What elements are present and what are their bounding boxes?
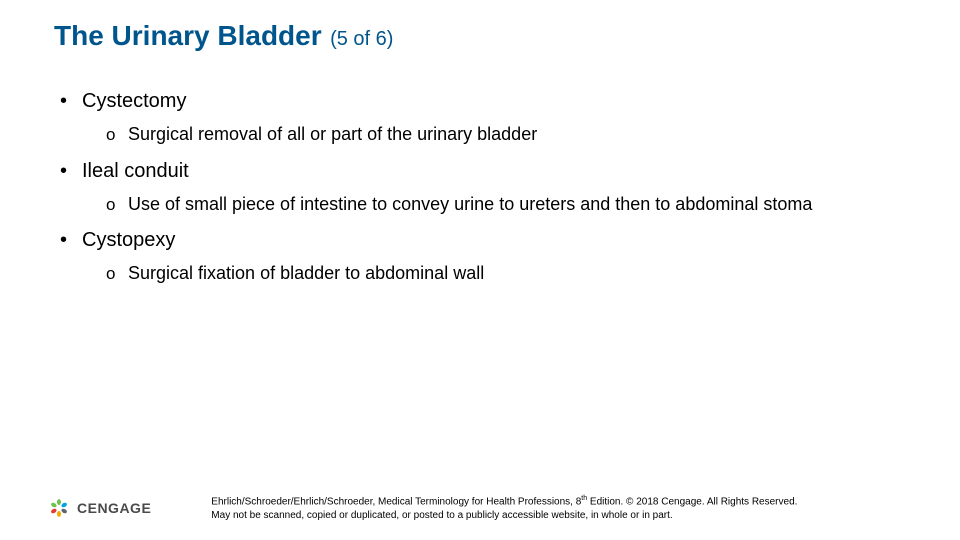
sub-marker: o: [106, 264, 128, 284]
list-item: • Ileal conduit o Use of small piece of …: [60, 160, 920, 216]
sub-text: Surgical fixation of bladder to abdomina…: [128, 262, 484, 285]
bullet-label: Cystectomy: [82, 90, 186, 113]
sub-item: o Use of small piece of intestine to con…: [106, 193, 920, 216]
sub-list: o Surgical removal of all or part of the…: [106, 123, 920, 146]
sub-marker: o: [106, 125, 128, 145]
sub-text: Use of small piece of intestine to conve…: [128, 193, 812, 216]
copyright-text: Ehrlich/Schroeder/Ehrlich/Schroeder, Med…: [211, 494, 797, 522]
bullet-marker: •: [60, 91, 82, 111]
footer: CENGAGE Ehrlich/Schroeder/Ehrlich/Schroe…: [48, 494, 940, 522]
bullet-marker: •: [60, 161, 82, 181]
bullet-marker: •: [60, 230, 82, 250]
bullet-label: Ileal conduit: [82, 160, 189, 183]
list-item: • Cystectomy o Surgical removal of all o…: [60, 90, 920, 146]
list-item: • Cystopexy o Surgical fixation of bladd…: [60, 229, 920, 285]
brand-name: CENGAGE: [77, 500, 151, 516]
sub-item: o Surgical fixation of bladder to abdomi…: [106, 262, 920, 285]
sub-list: o Use of small piece of intestine to con…: [106, 193, 920, 216]
copyright-line1-post: Edition. © 2018 Cengage. All Rights Rese…: [587, 496, 797, 507]
copyright-line1-pre: Ehrlich/Schroeder/Ehrlich/Schroeder, Med…: [211, 496, 581, 507]
sub-marker: o: [106, 195, 128, 215]
sub-list: o Surgical fixation of bladder to abdomi…: [106, 262, 920, 285]
sub-text: Surgical removal of all or part of the u…: [128, 123, 537, 146]
bullet-list: • Cystectomy o Surgical removal of all o…: [60, 90, 920, 285]
title-main: The Urinary Bladder: [54, 20, 322, 51]
slide: The Urinary Bladder (5 of 6) • Cystectom…: [0, 0, 960, 540]
bullet-label: Cystopexy: [82, 229, 175, 252]
slide-title: The Urinary Bladder (5 of 6): [54, 20, 393, 52]
content-area: • Cystectomy o Surgical removal of all o…: [60, 90, 920, 299]
copyright-line2: May not be scanned, copied or duplicated…: [211, 510, 672, 521]
title-suffix: (5 of 6): [330, 28, 393, 50]
brand-logo: CENGAGE: [48, 497, 151, 519]
sub-item: o Surgical removal of all or part of the…: [106, 123, 920, 146]
logo-mark-icon: [48, 497, 70, 519]
